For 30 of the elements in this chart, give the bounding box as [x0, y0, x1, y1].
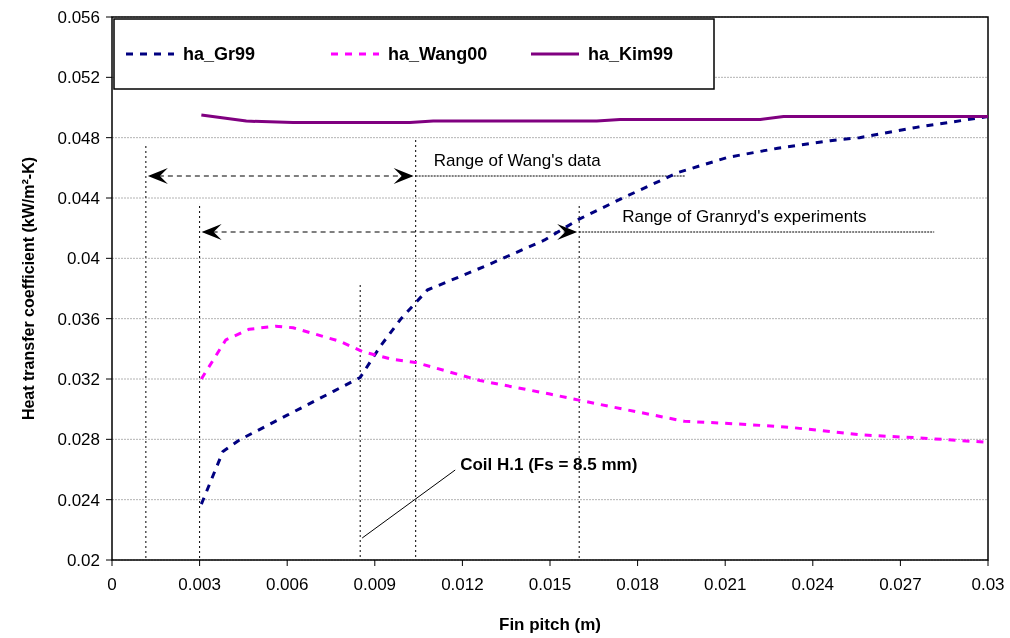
x-tick-label: 0.024 [791, 575, 835, 594]
x-tick-label: 0.03 [971, 575, 1005, 594]
y-tick-label: 0.044 [57, 189, 100, 208]
y-axis-title: Heat transfer coefficient (kW/m²-K) [20, 156, 37, 421]
ref-line-label: Range of Granryd's experiments [622, 207, 867, 226]
y-tick-label: 0.04 [66, 249, 100, 269]
x-tick-label: 0.009 [353, 575, 397, 594]
x-tick-label: 0.015 [528, 575, 572, 594]
legend-label: ha_Kim99 [588, 44, 674, 64]
line-series [199, 113, 990, 125]
x-axis-title: Fin pitch (m) [499, 615, 601, 634]
y-tick-label: 0.02 [66, 551, 100, 570]
x-tick-label: 0.012 [441, 575, 484, 594]
x-tick-label: 0.003 [178, 575, 221, 594]
y-tick-label: 0.028 [57, 430, 100, 450]
x-tick-label: 0.027 [879, 575, 922, 594]
x-tick-label: 0.021 [703, 575, 747, 594]
x-tick-label: 0 [107, 575, 117, 594]
y-tick-label: 0.032 [57, 370, 100, 389]
legend-label: ha_Gr99 [183, 44, 256, 64]
ref-line-label: Range of Wang's data [433, 151, 602, 170]
y-tick-label: 0.036 [57, 309, 100, 329]
x-tick-label: 0.006 [265, 575, 309, 594]
y-tick-label: 0.024 [57, 490, 100, 510]
y-tick-label: 0.056 [57, 8, 100, 27]
ref-line-label: Coil H.1 (Fs = 8.5 mm) [460, 455, 638, 474]
x-tick-label: 0.018 [616, 575, 659, 594]
y-tick-label: 0.048 [57, 128, 100, 148]
legend-label: ha_Wang00 [388, 44, 488, 64]
y-tick-label: 0.052 [57, 68, 100, 88]
